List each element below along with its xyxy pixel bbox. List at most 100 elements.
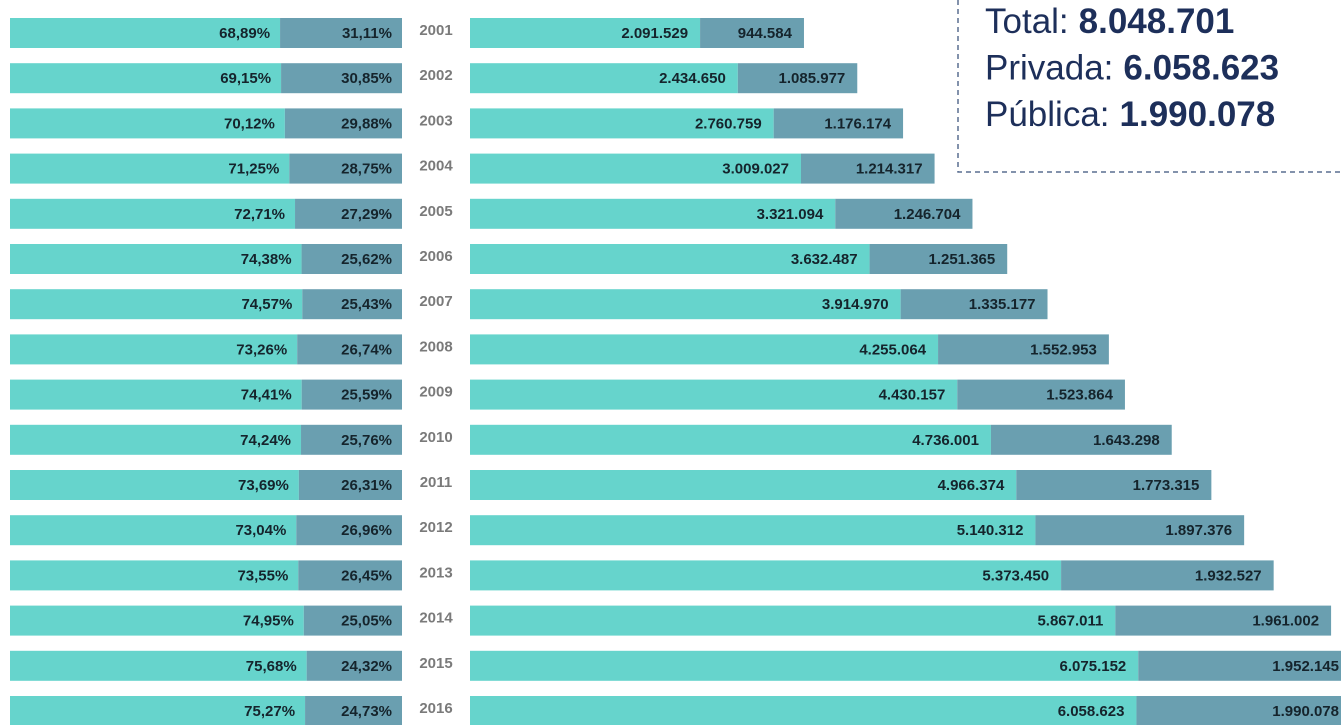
share-bar — [10, 515, 297, 546]
count-label: 1.251.365 — [928, 251, 995, 268]
count-label: 1.773.315 — [1133, 477, 1200, 494]
share-bar — [10, 379, 302, 410]
share-bar — [10, 108, 285, 139]
year-label: 2010 — [419, 429, 452, 446]
share-bar — [298, 560, 402, 591]
share-label: 73,55% — [237, 567, 288, 584]
year-label: 2015 — [419, 655, 452, 672]
count-bar — [470, 334, 939, 365]
count-bar — [470, 289, 901, 320]
count-bar — [1115, 605, 1332, 636]
summary-value: 6.058.623 — [1123, 49, 1279, 88]
share-label: 25,43% — [341, 296, 392, 313]
share-bar — [298, 470, 402, 500]
share-bar — [10, 560, 299, 591]
share-label: 75,27% — [244, 703, 295, 720]
count-label: 1.176.174 — [824, 115, 891, 132]
share-bar — [296, 515, 402, 546]
year-label: 2007 — [419, 293, 452, 310]
count-label: 6.075.152 — [1060, 658, 1127, 675]
count-label: 1.552.953 — [1030, 341, 1097, 358]
count-bar — [869, 244, 1008, 274]
count-bar — [990, 424, 1172, 455]
year-label: 2012 — [419, 519, 452, 536]
year-label: 2013 — [419, 564, 452, 581]
count-label: 2.091.529 — [621, 25, 688, 42]
count-bar — [1061, 560, 1274, 591]
year-label: 2004 — [419, 158, 453, 175]
count-bar — [470, 244, 870, 274]
count-label: 3.009.027 — [722, 161, 789, 178]
year-label: 2008 — [419, 338, 452, 355]
count-bar — [470, 424, 991, 455]
share-bar — [10, 244, 302, 274]
count-bar — [835, 198, 973, 229]
count-label: 4.736.001 — [912, 432, 979, 449]
count-label: 3.321.094 — [757, 206, 824, 223]
year-label: 2003 — [419, 112, 452, 129]
count-bar — [800, 153, 935, 184]
share-label: 25,62% — [341, 251, 392, 268]
share-label: 74,57% — [241, 296, 292, 313]
share-label: 74,24% — [240, 432, 291, 449]
count-bar — [470, 18, 701, 48]
share-bar — [10, 18, 281, 48]
share-label: 70,12% — [224, 115, 275, 132]
share-bar — [10, 650, 307, 681]
count-bar — [470, 63, 738, 94]
summary-line: Pública: 1.990.078 — [985, 95, 1275, 134]
count-bar — [957, 379, 1125, 410]
count-label: 5.373.450 — [982, 567, 1049, 584]
share-label: 69,15% — [220, 70, 271, 87]
share-label: 73,04% — [235, 522, 286, 539]
share-label: 26,96% — [341, 522, 392, 539]
share-bar — [10, 605, 304, 636]
year-label: 2001 — [419, 22, 452, 39]
share-label: 73,26% — [236, 341, 287, 358]
count-bar — [1016, 470, 1212, 500]
year-label: 2011 — [420, 474, 453, 491]
share-label: 24,73% — [341, 703, 392, 720]
share-bar — [10, 198, 296, 229]
share-label: 30,85% — [341, 70, 392, 87]
count-bar — [1035, 515, 1245, 546]
count-label: 1.246.704 — [894, 206, 961, 223]
count-label: 1.643.298 — [1093, 432, 1160, 449]
share-label: 74,95% — [243, 613, 294, 630]
count-bar — [1138, 650, 1341, 681]
count-bar — [470, 379, 958, 410]
count-label: 1.214.317 — [856, 161, 923, 178]
share-bar — [281, 63, 402, 94]
share-bar — [295, 198, 402, 229]
year-label: 2009 — [419, 384, 452, 401]
count-bar — [470, 108, 774, 139]
count-label: 1.085.977 — [779, 70, 846, 87]
count-bar — [470, 560, 1062, 591]
year-label: 2014 — [419, 610, 453, 627]
count-label: 1.990.078 — [1272, 703, 1339, 720]
count-label: 1.961.002 — [1252, 613, 1319, 630]
summary-label: Total: — [985, 2, 1069, 41]
count-label: 6.058.623 — [1058, 703, 1125, 720]
share-bar — [10, 470, 299, 500]
count-bar — [773, 108, 904, 139]
count-label: 1.523.864 — [1046, 387, 1113, 404]
share-bar — [10, 334, 298, 365]
count-label: 2.434.650 — [659, 70, 726, 87]
count-label: 3.632.487 — [791, 251, 858, 268]
share-bar — [284, 108, 402, 139]
count-label: 1.932.527 — [1195, 567, 1262, 584]
count-bar — [470, 696, 1137, 725]
count-bar — [470, 605, 1116, 636]
share-bar — [302, 289, 402, 320]
year-label: 2005 — [419, 203, 452, 220]
count-label: 1.897.376 — [1165, 522, 1232, 539]
share-label: 29,88% — [341, 115, 392, 132]
summary-box — [957, 0, 1341, 173]
share-bar — [297, 334, 402, 365]
count-label: 2.760.759 — [695, 115, 762, 132]
share-label: 25,59% — [341, 387, 392, 404]
share-label: 74,41% — [241, 387, 292, 404]
share-label: 31,11% — [342, 25, 392, 42]
count-label: 5.867.011 — [1037, 613, 1103, 630]
